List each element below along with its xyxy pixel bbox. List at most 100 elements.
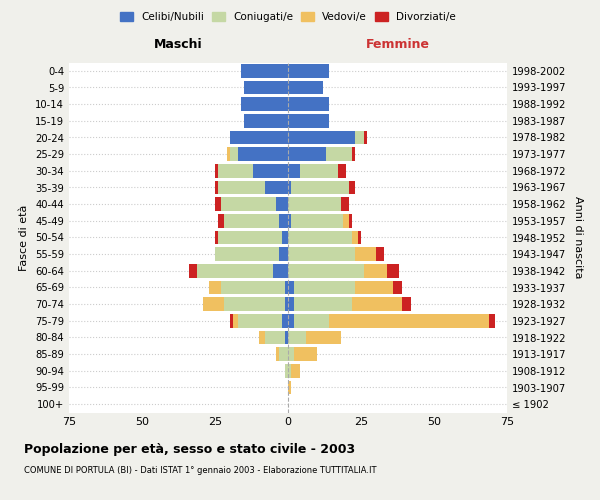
Bar (288, 298, 294, 311)
Bar (282, 314, 288, 328)
Bar (358, 230, 361, 244)
Bar (215, 164, 218, 177)
Bar (288, 380, 291, 394)
Bar (288, 64, 329, 78)
Bar (244, 80, 288, 94)
Bar (265, 330, 285, 344)
Text: Femmine: Femmine (365, 38, 430, 51)
Bar (364, 130, 367, 144)
Bar (259, 330, 265, 344)
Bar (490, 314, 496, 328)
Bar (288, 80, 323, 94)
Bar (376, 248, 385, 261)
Bar (387, 264, 399, 278)
Bar (294, 314, 329, 328)
Bar (288, 264, 364, 278)
Bar (215, 248, 279, 261)
Bar (288, 230, 352, 244)
Bar (288, 130, 355, 144)
Bar (285, 298, 288, 311)
Bar (215, 230, 218, 244)
Bar (218, 214, 224, 228)
Bar (352, 298, 402, 311)
Bar (227, 148, 230, 161)
Bar (197, 264, 274, 278)
Y-axis label: Fasce di età: Fasce di età (19, 204, 29, 270)
Bar (285, 280, 288, 294)
Bar (288, 148, 326, 161)
Bar (233, 314, 238, 328)
Bar (230, 314, 233, 328)
Bar (203, 298, 224, 311)
Bar (221, 280, 285, 294)
Bar (291, 364, 299, 378)
Bar (215, 180, 218, 194)
Bar (282, 230, 288, 244)
Bar (288, 364, 291, 378)
Bar (288, 180, 291, 194)
Bar (238, 314, 282, 328)
Bar (349, 180, 355, 194)
Bar (279, 214, 288, 228)
Bar (288, 98, 329, 111)
Bar (279, 248, 288, 261)
Bar (288, 164, 299, 177)
Bar (329, 314, 490, 328)
Bar (285, 364, 288, 378)
Bar (218, 180, 265, 194)
Bar (288, 348, 294, 361)
Bar (274, 264, 288, 278)
Bar (241, 98, 288, 111)
Bar (364, 264, 387, 278)
Text: Maschi: Maschi (154, 38, 203, 51)
Text: COMUNE DI PORTULA (BI) - Dati ISTAT 1° gennaio 2003 - Elaborazione TUTTITALIA.IT: COMUNE DI PORTULA (BI) - Dati ISTAT 1° g… (24, 466, 377, 475)
Bar (294, 348, 317, 361)
Bar (294, 298, 352, 311)
Bar (279, 348, 288, 361)
Bar (288, 114, 329, 128)
Bar (349, 214, 352, 228)
Bar (244, 114, 288, 128)
Bar (288, 198, 341, 211)
Bar (288, 330, 305, 344)
Bar (288, 248, 355, 261)
Bar (277, 348, 279, 361)
Bar (288, 314, 294, 328)
Legend: Celibi/Nubili, Coniugati/e, Vedovi/e, Divorziati/e: Celibi/Nubili, Coniugati/e, Vedovi/e, Di… (116, 8, 460, 26)
Bar (355, 280, 393, 294)
Bar (215, 198, 221, 211)
Bar (355, 130, 364, 144)
Bar (277, 198, 288, 211)
Bar (241, 64, 288, 78)
Bar (343, 214, 349, 228)
Bar (288, 214, 291, 228)
Bar (291, 180, 349, 194)
Bar (209, 280, 221, 294)
Bar (224, 214, 279, 228)
Bar (393, 280, 402, 294)
Bar (224, 298, 285, 311)
Bar (230, 148, 238, 161)
Bar (299, 164, 338, 177)
Bar (355, 248, 376, 261)
Bar (352, 230, 358, 244)
Bar (352, 148, 355, 161)
Bar (189, 264, 197, 278)
Bar (341, 198, 349, 211)
Bar (238, 148, 288, 161)
Bar (294, 280, 355, 294)
Bar (402, 298, 410, 311)
Bar (326, 148, 352, 161)
Bar (305, 330, 341, 344)
Bar (218, 164, 253, 177)
Bar (338, 164, 346, 177)
Bar (288, 280, 294, 294)
Bar (285, 330, 288, 344)
Bar (253, 164, 288, 177)
Bar (230, 130, 288, 144)
Bar (221, 198, 277, 211)
Bar (218, 230, 282, 244)
Bar (291, 214, 343, 228)
Bar (265, 180, 288, 194)
Y-axis label: Anni di nascita: Anni di nascita (573, 196, 583, 278)
